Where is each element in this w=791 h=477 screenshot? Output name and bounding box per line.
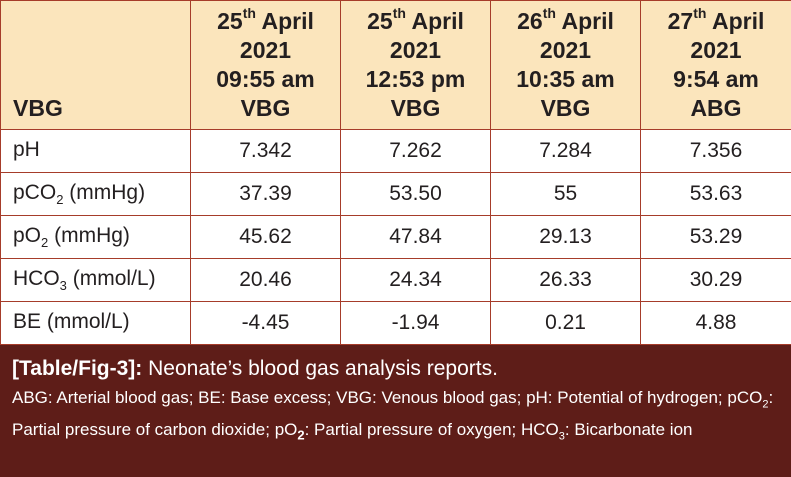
value-cell: 53.50 bbox=[340, 172, 491, 216]
value-cell: 24.34 bbox=[340, 258, 491, 302]
value-cell: 30.29 bbox=[640, 258, 791, 302]
value-cell: 47.84 bbox=[340, 215, 491, 259]
parameter-label: pH bbox=[0, 129, 191, 173]
parameter-label: BE (mmol/L) bbox=[0, 301, 191, 345]
value-cell: 7.284 bbox=[490, 129, 641, 173]
table-row: BE (mmol/L) -4.45 -1.94 0.21 4.88 bbox=[0, 301, 791, 345]
value-cell: 45.62 bbox=[190, 215, 341, 259]
column-header: 26th April 2021 10:35 am VBG bbox=[490, 0, 641, 130]
value-cell: 37.39 bbox=[190, 172, 341, 216]
table-row: pCO2 (mmHg) 37.39 53.50 55 53.63 bbox=[0, 172, 791, 216]
value-cell: 29.13 bbox=[490, 215, 641, 259]
value-cell: 53.63 bbox=[640, 172, 791, 216]
caption-title: [Table/Fig-3]: Neonate’s blood gas analy… bbox=[12, 355, 779, 383]
caption-notes: ABG: Arterial blood gas; BE: Base excess… bbox=[12, 388, 774, 443]
value-cell: 26.33 bbox=[490, 258, 641, 302]
value-cell: 55 bbox=[490, 172, 641, 216]
value-cell: -1.94 bbox=[340, 301, 491, 345]
column-header: 27th April 2021 9:54 am ABG bbox=[640, 0, 791, 130]
value-cell: 20.46 bbox=[190, 258, 341, 302]
value-cell: 7.342 bbox=[190, 129, 341, 173]
caption-label: [Table/Fig-3]: bbox=[12, 357, 143, 380]
value-cell: 4.88 bbox=[640, 301, 791, 345]
parameter-label: pO2 (mmHg) bbox=[0, 215, 191, 259]
value-cell: 53.29 bbox=[640, 215, 791, 259]
corner-header: VBG bbox=[0, 0, 191, 130]
parameter-label: pCO2 (mmHg) bbox=[0, 172, 191, 216]
blood-gas-table: VBG 25th April 2021 09:55 am VBG 25th Ap… bbox=[0, 0, 791, 345]
table-row: pO2 (mmHg) 45.62 47.84 29.13 53.29 bbox=[0, 215, 791, 259]
table-row: HCO3 (mmol/L) 20.46 24.34 26.33 30.29 bbox=[0, 258, 791, 302]
column-header: 25th April 2021 12:53 pm VBG bbox=[340, 0, 491, 130]
value-cell: 7.356 bbox=[640, 129, 791, 173]
value-cell: -4.45 bbox=[190, 301, 341, 345]
column-header: 25th April 2021 09:55 am VBG bbox=[190, 0, 341, 130]
parameter-label: HCO3 (mmol/L) bbox=[0, 258, 191, 302]
caption-title-text: Neonate’s blood gas analysis reports. bbox=[148, 357, 498, 380]
value-cell: 7.262 bbox=[340, 129, 491, 173]
value-cell: 0.21 bbox=[490, 301, 641, 345]
table-row: pH 7.342 7.262 7.284 7.356 bbox=[0, 129, 791, 173]
header-row: VBG 25th April 2021 09:55 am VBG 25th Ap… bbox=[0, 0, 791, 130]
figure-caption: [Table/Fig-3]: Neonate’s blood gas analy… bbox=[0, 345, 791, 477]
